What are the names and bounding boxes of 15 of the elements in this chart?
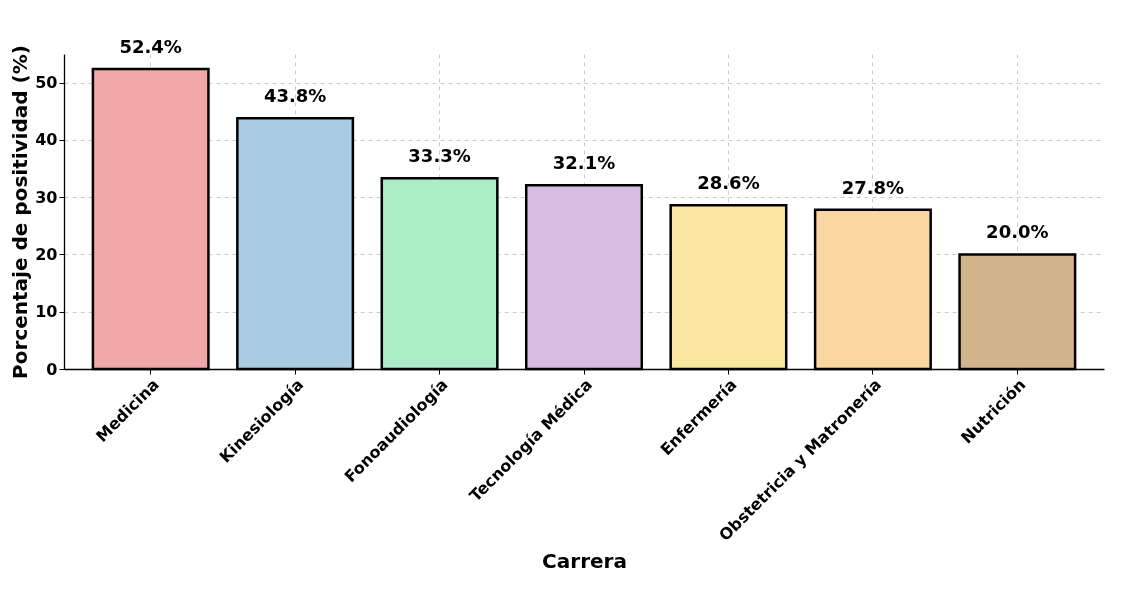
y-tick-label: 30 — [35, 187, 58, 207]
x-axis-title: Carrera — [542, 549, 627, 574]
y-axis-title: Porcentaje de positividad (%) — [8, 45, 33, 379]
y-tick-label: 50 — [35, 73, 58, 93]
data-label: 32.1% — [552, 152, 616, 174]
data-label: 28.6% — [697, 172, 760, 194]
y-tick-label: 40 — [35, 130, 58, 150]
data-label: 52.4% — [119, 35, 182, 57]
data-label: 27.8% — [841, 176, 905, 198]
data-label: 33.3% — [408, 145, 471, 167]
data-label: 20.0% — [986, 221, 1049, 243]
data-label: 43.8% — [263, 85, 327, 107]
y-tick-label: 10 — [35, 302, 58, 322]
y-tick-label: 20 — [35, 244, 58, 264]
y-tick-label: 0 — [46, 359, 58, 379]
